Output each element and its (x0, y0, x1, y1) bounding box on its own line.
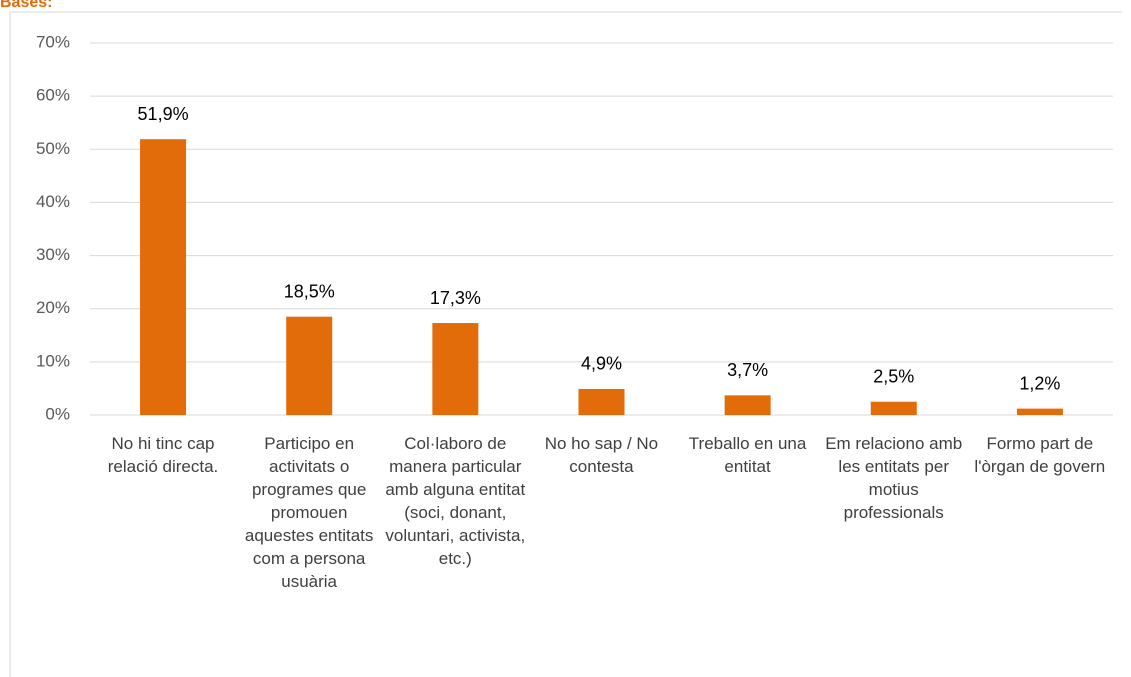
data-label: 1,2% (1019, 373, 1060, 393)
x-tick-label: Em relaciono amb les entitats per motius… (825, 434, 963, 522)
bar (578, 388, 625, 415)
y-tick-label: 30% (36, 245, 70, 264)
bar (1016, 408, 1063, 415)
y-tick-label: 60% (36, 86, 70, 105)
data-label: 18,5% (284, 281, 335, 301)
x-tick-label: No hi tinc cap relació directa. (107, 434, 219, 476)
y-tick-label: 20% (36, 298, 70, 317)
chart-title: Bases: (0, 0, 52, 11)
data-label: 4,9% (581, 354, 622, 374)
bar (286, 316, 333, 415)
y-tick-label: 10% (36, 351, 70, 370)
y-tick-label: 0% (45, 404, 70, 423)
bar (870, 401, 917, 415)
y-tick-label: 40% (36, 192, 70, 211)
y-tick-label: 70% (36, 32, 70, 51)
y-tick-label: 50% (36, 139, 70, 158)
bar (432, 323, 479, 415)
x-tick-label: Col·laboro de manera particular amb algu… (385, 434, 526, 568)
data-label: 17,3% (430, 288, 481, 308)
data-label: 2,5% (873, 366, 914, 386)
x-tick-label: Formo part de l'òrgan de govern (974, 434, 1106, 476)
bar (140, 139, 187, 415)
bar (724, 395, 771, 415)
data-label: 3,7% (727, 360, 768, 380)
x-tick-label: No ho sap / No contesta (544, 434, 659, 476)
chart-frame (9, 11, 1122, 677)
x-tick-label: Participo en activitats o programes que … (244, 434, 374, 591)
x-tick-label: Treballo en una entitat (688, 434, 807, 476)
data-label: 51,9% (138, 104, 189, 124)
